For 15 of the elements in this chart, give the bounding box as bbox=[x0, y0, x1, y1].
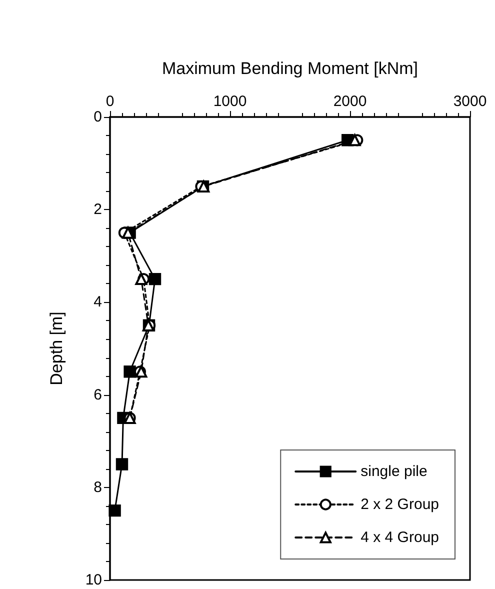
legend-label: 2 x 2 Group bbox=[360, 496, 440, 513]
y-tick-label: 4 bbox=[94, 294, 102, 311]
legend-label: 4 x 4 Group bbox=[360, 529, 440, 546]
legend-label: single pile bbox=[360, 463, 428, 480]
x-tick-label: 3000 bbox=[453, 93, 487, 110]
x-tick-label: 0 bbox=[106, 93, 114, 110]
y-tick-label: 10 bbox=[85, 572, 102, 588]
y-tick-label: 2 bbox=[94, 201, 102, 218]
x-tick-label: 2000 bbox=[333, 93, 367, 110]
y-tick-label: 8 bbox=[94, 478, 102, 496]
y-axis-title: Depth [m] bbox=[47, 312, 66, 386]
y-tick-label: 6 bbox=[94, 386, 102, 404]
x-tick-label: 1000 bbox=[213, 93, 247, 110]
x-axis-title: Maximum Bending Moment [kNm] bbox=[162, 59, 418, 78]
y-tick-label: 0 bbox=[94, 108, 102, 126]
